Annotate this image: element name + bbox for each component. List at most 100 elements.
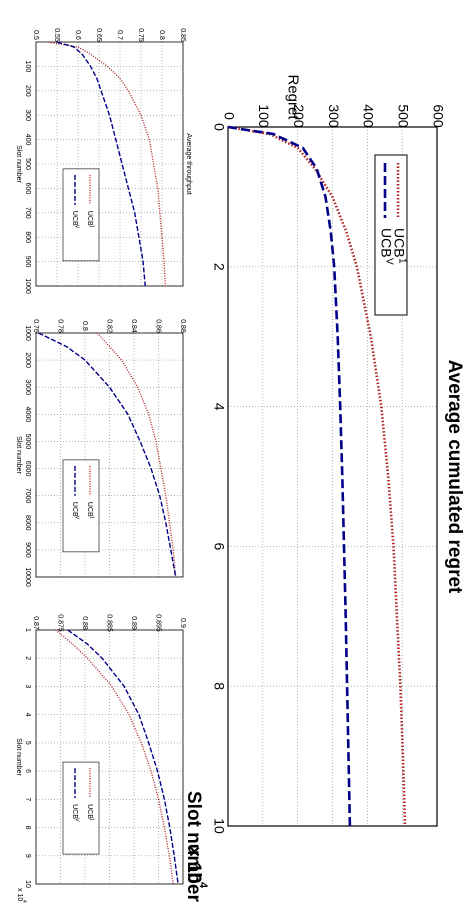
x-tick-label: 8 — [24, 826, 31, 830]
y-tick-label: 0.885 — [106, 614, 113, 632]
legend-label-1: UCB — [71, 502, 78, 517]
x-tick-label: 400 — [24, 134, 31, 146]
thr2-panel: 1000 2000 3000 4000 5000 6000 7000 8000 9000 1000… — [15, 319, 186, 587]
y-tick-label: 0.75 — [137, 28, 144, 42]
x-tick-label: 5 — [24, 741, 31, 745]
x-tick-label: 4 — [24, 713, 31, 717]
legend-sub-1: V — [74, 818, 80, 822]
x-multiplier: × 10 — [183, 846, 204, 884]
series-line-1 — [56, 41, 146, 287]
y-tick-label: 0.85 — [179, 28, 186, 42]
x-tick-label: 1 — [24, 628, 31, 632]
y-tick-label: 0.9 — [179, 618, 186, 628]
y-tick-label: 100 — [256, 104, 272, 128]
plot-frame — [35, 629, 184, 885]
y-axis-label: Regret — [285, 74, 302, 120]
x-tick-label: 800 — [24, 231, 31, 243]
legend-sub-1: V — [74, 225, 80, 229]
x-tick-label: 900 — [24, 256, 31, 268]
y-tick-label: 0.8 — [81, 321, 88, 331]
legend-label-0: UCB — [86, 804, 93, 819]
y-tick-label: 0.78 — [57, 319, 64, 333]
plot-frame — [227, 126, 438, 827]
x-tick-label: 100 — [24, 61, 31, 73]
y-tick-label: 0.76 — [32, 319, 39, 333]
x-axis-label: Slot number — [15, 145, 22, 183]
y-tick-label: 0.88 — [179, 319, 186, 333]
series-line-0 — [96, 332, 177, 578]
y-tick-label: 0.8 — [158, 30, 165, 40]
legend-sub-0: 1 — [89, 516, 95, 519]
y-tick-label: 0 — [221, 112, 237, 120]
x-tick-label: 2 — [211, 263, 227, 271]
legend-box — [62, 459, 100, 553]
x-tick-label: 700 — [24, 207, 31, 219]
x-tick-label: 0 — [211, 123, 227, 131]
y-tick-label: 0.82 — [106, 319, 113, 333]
x-multiplier-exp: 4 — [197, 882, 209, 889]
x-multiplier: x 10 — [16, 888, 23, 901]
x-tick-label: 10 — [24, 880, 31, 888]
x-tick-label: 4 — [211, 403, 227, 411]
x-tick-label: 8 — [211, 682, 227, 690]
x-tick-label: 6000 — [24, 461, 31, 477]
x-axis-label: Slot number — [15, 436, 22, 474]
x-tick-label: 10 — [211, 818, 227, 834]
legend-box — [62, 761, 100, 855]
y-tick-label: 0.86 — [155, 319, 162, 333]
series-line-0 — [55, 629, 174, 885]
x-tick-label: 200 — [24, 85, 31, 97]
x-tick-label: 2 — [24, 656, 31, 660]
x-tick-label: 600 — [24, 183, 31, 195]
y-tick-label: 200 — [291, 104, 307, 128]
x-tick-label: 1000 — [24, 325, 31, 341]
legend-label-0: UCB — [86, 211, 93, 226]
x-tick-label: 3 — [24, 684, 31, 688]
y-tick-label: 0.55 — [53, 28, 60, 42]
legend-label-1: UCB — [378, 228, 394, 258]
y-tick-label: 500 — [395, 104, 411, 128]
x-tick-label: 10000 — [24, 567, 31, 587]
main-panel: 0 2 4 6 8 10 100 200 300 400 500 600 0 Slot number× 1… — [183, 74, 465, 902]
x-multiplier-exp: 4 — [21, 900, 27, 903]
x-tick-label: 7000 — [24, 488, 31, 504]
plot-frame — [35, 41, 184, 287]
x-tick-label: 4000 — [24, 407, 31, 423]
series-line-0 — [227, 125, 407, 827]
y-tick-label: 0.84 — [130, 319, 137, 333]
x-tick-label: 2000 — [24, 352, 31, 368]
x-tick-label: 500 — [24, 158, 31, 170]
y-tick-label: 0.89 — [130, 616, 137, 630]
y-tick-label: 0.875 — [57, 614, 64, 632]
series-line-1 — [227, 125, 352, 827]
x-tick-label: 1000 — [24, 278, 31, 294]
legend-sub-1: V — [383, 258, 394, 265]
legend-box — [62, 168, 100, 262]
x-tick-label: 6 — [24, 769, 31, 773]
thr3-panel: 1 2 3 4 5 6 7 8 9 10 0.87 0.875 0.88 0.885 0.89 0.895 0.… — [15, 614, 186, 903]
x-tick-label: 6 — [211, 543, 227, 551]
series-line-1 — [38, 332, 177, 578]
x-tick-label: 9000 — [24, 542, 31, 558]
chart-title: Average throughput — [185, 133, 192, 194]
x-tick-label: 3000 — [24, 379, 31, 395]
y-tick-label: 0.87 — [32, 616, 39, 630]
series-line-0 — [48, 41, 167, 287]
y-tick-label: 600 — [430, 104, 446, 128]
legend-sub-0: 1 — [89, 225, 95, 228]
legend-label-1: UCB — [71, 804, 78, 819]
y-tick-label: 0.6 — [74, 30, 81, 40]
chart-title: Average cumulated regret — [444, 360, 465, 594]
legend-label-0: UCB — [391, 228, 407, 258]
x-tick-label: 300 — [24, 109, 31, 121]
y-tick-label: 0.7 — [116, 30, 123, 40]
y-tick-label: 400 — [361, 104, 377, 128]
y-tick-label: 0.5 — [32, 30, 39, 40]
series-line-1 — [67, 629, 179, 885]
x-tick-label: 7 — [24, 797, 31, 801]
plot-frame — [35, 332, 184, 578]
